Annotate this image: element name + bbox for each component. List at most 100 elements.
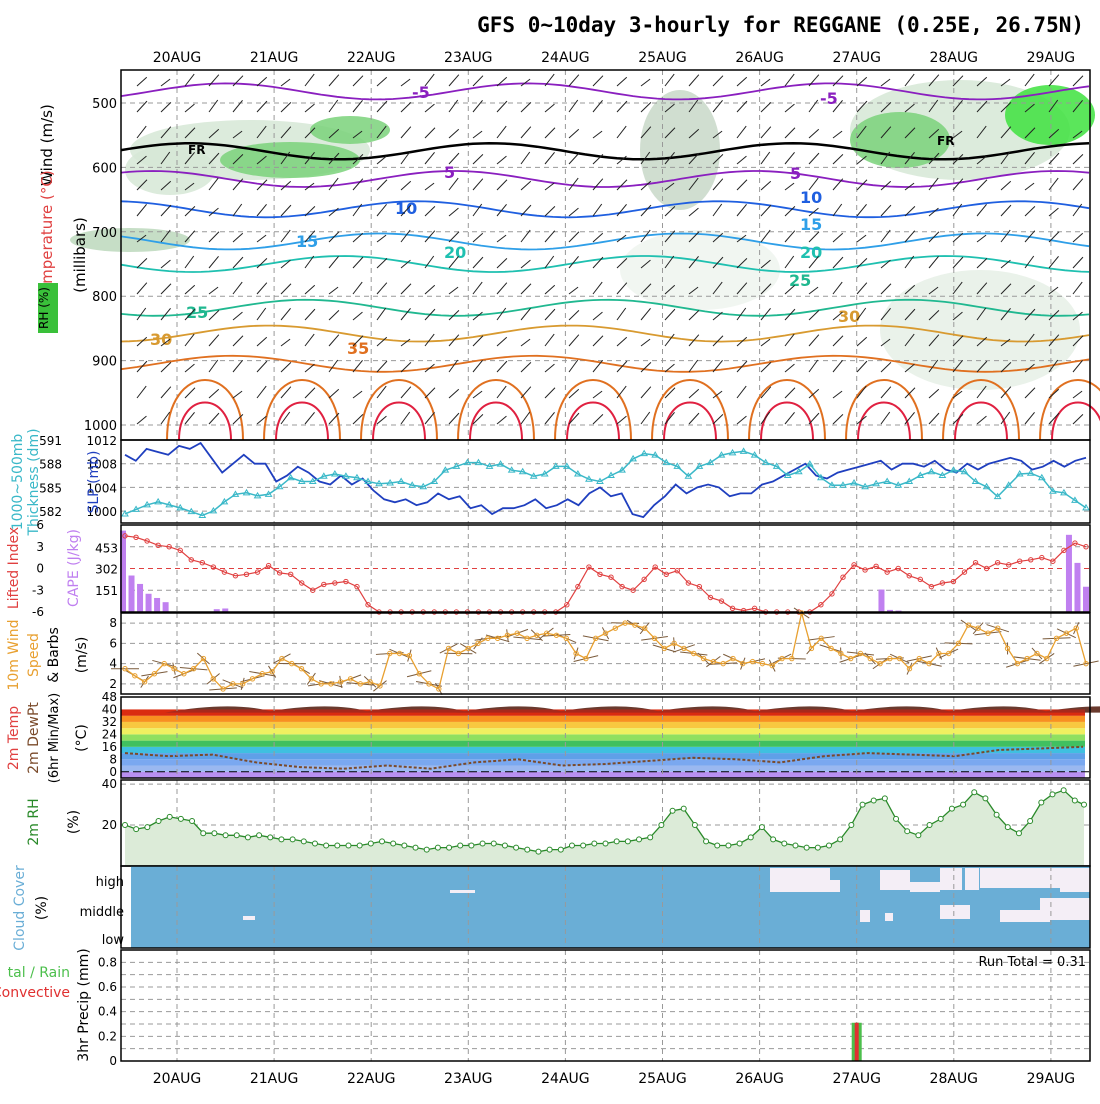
contour-label: 15 xyxy=(800,215,822,234)
rh-marker xyxy=(156,818,161,823)
li-tick-label: 3 xyxy=(36,540,44,554)
rh-marker xyxy=(536,849,541,854)
contour-label: 20 xyxy=(800,243,822,262)
rh-marker xyxy=(804,845,809,850)
cloud-clear-cell xyxy=(885,913,893,921)
rh-marker xyxy=(681,806,686,811)
rh-marker xyxy=(301,839,306,844)
thickness-tick-label: 588 xyxy=(39,458,62,472)
precip-tick-label: 0 xyxy=(109,1054,117,1068)
ylabel-temp2m-a: 2m Temp xyxy=(6,706,22,770)
cloud-level-label: middle xyxy=(80,905,124,920)
rh-marker xyxy=(581,843,586,848)
ylabel-rh2m-b: (%) xyxy=(66,810,82,834)
bottom-date-label: 23AUG xyxy=(444,1071,493,1087)
rh-marker xyxy=(637,837,642,842)
rh-marker xyxy=(212,831,217,836)
rh-shading xyxy=(310,116,390,144)
temp-band xyxy=(121,741,1085,747)
contour-label: 35 xyxy=(347,339,369,358)
ylabel-wind10m-c: & Barbs xyxy=(46,627,62,683)
rh-marker xyxy=(793,843,798,848)
rh-marker xyxy=(324,843,329,848)
temp-band xyxy=(121,766,1085,772)
temp-max-band xyxy=(121,709,1085,715)
rh-marker xyxy=(547,847,552,852)
rh-marker xyxy=(290,837,295,842)
ylabel-li: Lifted Index xyxy=(6,527,22,609)
cape-tick-label: 302 xyxy=(95,563,118,577)
cape-bar xyxy=(1083,587,1089,612)
cloud-clear-cell xyxy=(910,882,940,892)
rh-marker xyxy=(603,841,608,846)
ylabel-wind10m-b: Speed xyxy=(26,633,42,677)
top-date-label: 26AUG xyxy=(735,50,784,66)
rh-marker xyxy=(123,823,128,828)
rh-marker xyxy=(972,790,977,795)
rh-marker xyxy=(234,833,239,838)
rh-marker xyxy=(871,798,876,803)
temp-band xyxy=(121,728,1085,734)
wind-speed-line xyxy=(125,613,1086,689)
ylabel-rh2m-a: 2m RH xyxy=(26,798,42,845)
rh-marker xyxy=(380,839,385,844)
cloud-clear-cell xyxy=(965,868,979,890)
ylabel-cloud-b: (%) xyxy=(34,896,50,920)
ylabel-rh: RH (%) xyxy=(37,287,51,329)
rh-tick-label: 40 xyxy=(102,777,117,791)
rh-marker xyxy=(748,835,753,840)
bottom-date-label: 28AUG xyxy=(930,1071,979,1087)
wind-tick-label: 2 xyxy=(109,677,117,691)
rh-marker xyxy=(279,837,284,842)
ylabel-thickness-a: 1000~500mb xyxy=(10,434,26,531)
rh-marker xyxy=(167,814,172,819)
li-tick-label: 6 xyxy=(36,518,44,532)
rh-marker xyxy=(1016,831,1021,836)
top-date-label: 27AUG xyxy=(832,50,881,66)
ylabel-cloud-a: Cloud Cover xyxy=(12,865,28,951)
cape-tick-label: 151 xyxy=(95,584,118,598)
contour-label: 15 xyxy=(296,232,318,251)
rh-marker xyxy=(558,847,563,852)
pressure-tick-label: 800 xyxy=(92,290,117,305)
cape-bar xyxy=(146,594,152,612)
rh-marker xyxy=(257,833,262,838)
li-tick-label: -3 xyxy=(32,583,44,597)
rh-marker xyxy=(268,835,273,840)
cloud-clear-cell xyxy=(880,870,910,890)
rh-marker xyxy=(614,839,619,844)
cloud-clear-cell xyxy=(940,905,970,919)
rh-marker xyxy=(704,839,709,844)
contour-label: 10 xyxy=(395,199,417,218)
bottom-date-label: 21AUG xyxy=(250,1071,299,1087)
contour-label: 10 xyxy=(800,188,822,207)
rh-marker xyxy=(1005,825,1010,830)
bottom-date-label: 27AUG xyxy=(832,1071,881,1087)
cloud-clear-cell xyxy=(243,916,255,920)
ylabel-precip-total: tal / Rain xyxy=(8,965,70,981)
slp-tick-label: 1012 xyxy=(86,434,117,448)
rh-marker xyxy=(391,841,396,846)
bottom-date-label: 20AUG xyxy=(153,1071,202,1087)
rh-marker xyxy=(860,802,865,807)
rh-marker xyxy=(569,843,574,848)
rh-marker xyxy=(1028,818,1033,823)
cape-bar xyxy=(129,576,135,612)
rh-marker xyxy=(782,841,787,846)
cape-bar xyxy=(1074,563,1080,612)
cloud-level-label: high xyxy=(96,875,124,890)
bottom-date-label: 22AUG xyxy=(347,1071,396,1087)
contour-label: 5 xyxy=(444,163,455,182)
temp-tick-label: 40 xyxy=(102,702,117,716)
rh-marker xyxy=(245,835,250,840)
rh-marker xyxy=(648,835,653,840)
cloud-clear-cell xyxy=(1060,880,1090,892)
rh-shading xyxy=(640,90,720,210)
rh-marker xyxy=(815,845,820,850)
